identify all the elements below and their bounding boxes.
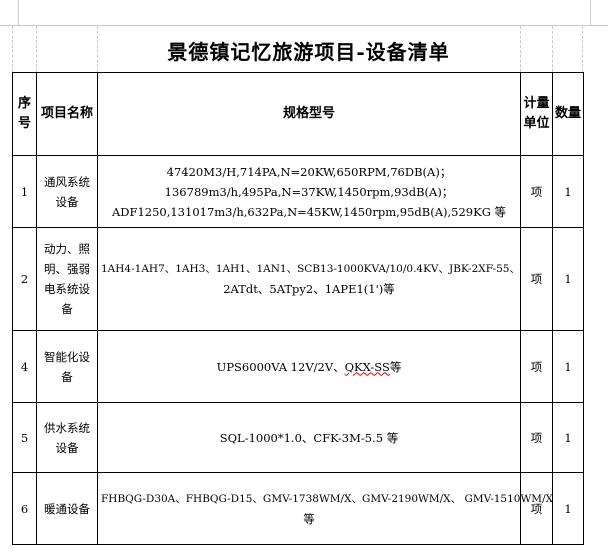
- spec-text-spellcheck: QKX-SS: [344, 359, 390, 374]
- header-row: 序号 项目名称 规格型号 计量单位 数量: [12, 72, 584, 156]
- cell-spec: 47420M3/H,714PA,N=20KW,650RPM,76DB(A)； 1…: [97, 155, 521, 228]
- cell-spec: SQL-1000*1.0、CFK-3M-5.5 等: [97, 402, 521, 473]
- gridline: [36, 26, 37, 72]
- cell-seq: 6: [12, 472, 37, 545]
- cell-unit: 项: [520, 402, 553, 473]
- gridline: [552, 26, 553, 72]
- cell-name: 通风系统设备: [36, 155, 98, 228]
- equipment-table: 序号 项目名称 规格型号 计量单位 数量 1 通风系统设备 47420M3/H,…: [12, 72, 584, 545]
- cell-spec: FHBQG-D30A、FHBQG-D15、GMV-1738WM/X、GMV-21…: [97, 472, 554, 545]
- cell-seq: 2: [12, 227, 37, 331]
- cell-name: 智能化设备: [36, 330, 98, 403]
- header-qty: 数量: [552, 72, 584, 156]
- cell-name: 动力、照明、强弱电系统设备: [36, 227, 98, 331]
- cell-unit: 项: [520, 472, 553, 545]
- page-guide-vertical-right: [590, 0, 591, 26]
- header-seq: 序号: [12, 72, 37, 156]
- table-row: 5 供水系统设备 SQL-1000*1.0、CFK-3M-5.5 等 项 1: [12, 402, 584, 473]
- cell-unit: 项: [520, 155, 553, 228]
- spec-line: UPS6000VA 12V/2V、QKX-SS等: [101, 357, 517, 377]
- gridline: [97, 26, 98, 72]
- cell-seq: 4: [12, 330, 37, 403]
- spec-line: 等: [303, 511, 315, 526]
- header-unit: 计量单位: [520, 72, 553, 156]
- cell-qty: 1: [552, 227, 584, 331]
- spec-line: 136789m3/h,495Pa,N=37KW,1450rpm,93dB(A)；: [164, 184, 454, 199]
- cell-qty: 1: [552, 155, 584, 228]
- cell-seq: 1: [12, 155, 37, 228]
- cell-qty: 1: [552, 330, 584, 403]
- cell-qty: 1: [552, 402, 584, 473]
- cell-qty: 1: [552, 472, 584, 545]
- document-title: 景德镇记忆旅游项目-设备清单: [167, 40, 450, 64]
- gridline: [520, 26, 521, 72]
- spec-line: 47420M3/H,714PA,N=20KW,650RPM,76DB(A)；: [166, 164, 452, 179]
- table-row: 6 暖通设备 FHBQG-D30A、FHBQG-D15、GMV-1738WM/X…: [12, 472, 584, 545]
- header-spec: 规格型号: [97, 72, 521, 156]
- table-row: 2 动力、照明、强弱电系统设备 1AH4-1AH7、1AH3、1AH1、1AN1…: [12, 227, 584, 331]
- gridline: [12, 26, 13, 72]
- cell-spec: UPS6000VA 12V/2V、QKX-SS等: [97, 330, 521, 403]
- cell-seq: 5: [12, 402, 37, 473]
- spec-line: SQL-1000*1.0、CFK-3M-5.5 等: [219, 430, 399, 445]
- table-row: 4 智能化设备 UPS6000VA 12V/2V、QKX-SS等 项 1: [12, 330, 584, 403]
- cell-name: 供水系统设备: [36, 402, 98, 473]
- cell-unit: 项: [520, 227, 553, 331]
- cell-spec: 1AH4-1AH7、1AH3、1AH1、1AN1、SCB13-1000KVA/1…: [97, 227, 521, 331]
- gridline: [582, 26, 583, 72]
- spec-line: FHBQG-D30A、FHBQG-D15、GMV-1738WM/X、GMV-21…: [101, 492, 554, 505]
- spec-line: 1AH4-1AH7、1AH3、1AH1、1AN1、SCB13-1000KVA/1…: [101, 263, 520, 275]
- header-name: 项目名称: [36, 72, 98, 156]
- cell-name: 暖通设备: [36, 472, 98, 545]
- page-guide-vertical-left: [18, 0, 19, 26]
- page-guide-horizontal: [0, 25, 608, 26]
- spec-line: 2ATdt、5ATpy2、1APE1(1')等: [223, 282, 395, 296]
- spec-text: 等: [389, 359, 402, 374]
- spec-line: ADF1250,131017m3/h,632Pa,N=45KW,1450rpm,…: [111, 204, 507, 219]
- table-row: 1 通风系统设备 47420M3/H,714PA,N=20KW,650RPM,7…: [12, 155, 584, 228]
- cell-unit: 项: [520, 330, 553, 403]
- spec-text: UPS6000VA 12V/2V、: [216, 359, 345, 374]
